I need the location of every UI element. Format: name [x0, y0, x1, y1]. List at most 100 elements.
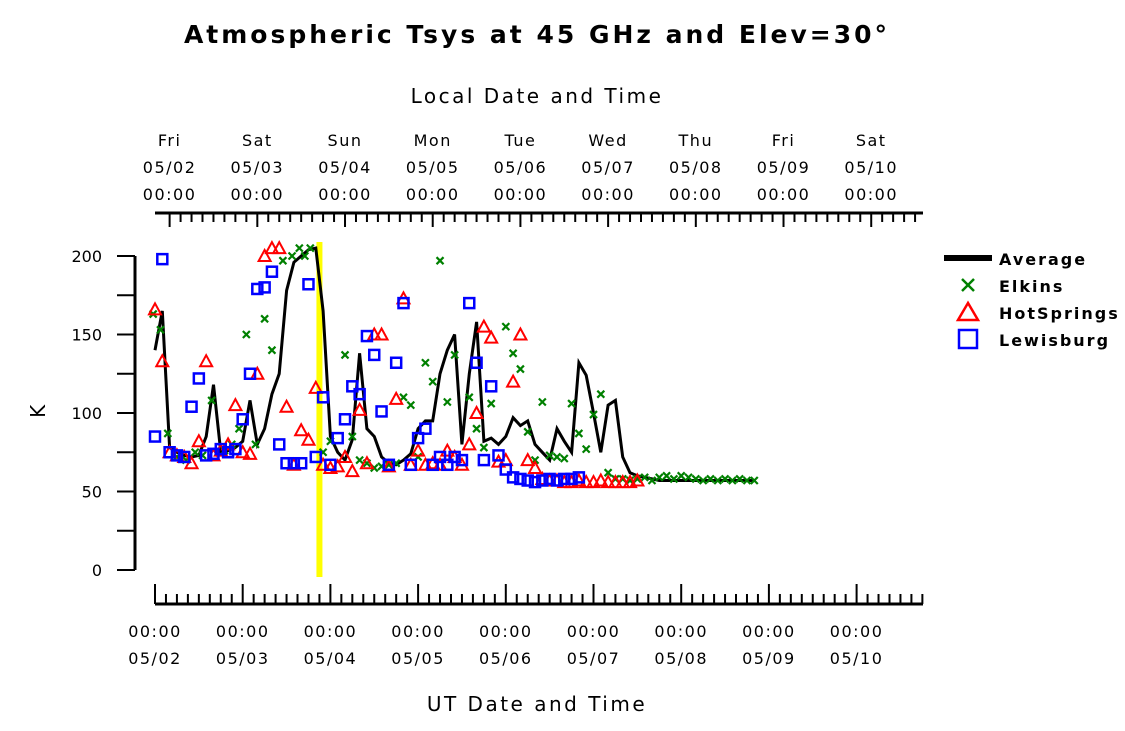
lewisburg-point [214, 442, 228, 456]
elkins-x-stroke [603, 468, 613, 477]
elkins-x-stroke [720, 474, 730, 484]
lewisburg-point [543, 472, 556, 486]
elkins-x-stroke [278, 256, 288, 265]
elkins-x-stroke [647, 476, 657, 485]
lewisburg-point [309, 450, 323, 464]
elkins-point [640, 473, 649, 482]
bottom-tick-date-label: 05/03 [216, 649, 270, 668]
top-tick-time-label: 00:00 [757, 185, 811, 204]
hotsprings-point [593, 472, 609, 487]
elkins-point [698, 476, 708, 485]
bottom-tick-time-label: 00:00 [391, 622, 445, 641]
elkins-point [421, 358, 430, 368]
elkins-point [742, 476, 752, 485]
hotsprings-point [293, 422, 309, 437]
elkins-x-stroke [589, 410, 598, 419]
top-tick-day-label: Fri [772, 131, 796, 150]
bottom-tick-date-label: 05/10 [830, 649, 884, 668]
top-tick-day-label: Thu [678, 131, 714, 150]
elkins-point [589, 410, 598, 419]
elkins-point [552, 452, 562, 462]
elkins-x-stroke [662, 471, 671, 481]
top-tick-time-label: 00:00 [494, 185, 548, 204]
elkins-x-stroke [640, 473, 649, 482]
elkins-point [340, 350, 350, 360]
lewisburg-point [229, 442, 242, 456]
elkins-x-stroke [435, 256, 445, 265]
lewisburg-point [426, 458, 439, 472]
lewisburg-point [170, 449, 184, 462]
elkins-point [348, 432, 357, 441]
lewisburg-point [302, 278, 315, 291]
top-tick-time-label: 00:00 [143, 185, 197, 204]
top-tick-date-label: 05/04 [318, 158, 372, 177]
top-tick-date-label: 05/06 [494, 158, 548, 177]
elkins-x-stroke [348, 432, 357, 441]
elkins-x-stroke [654, 473, 664, 482]
top-axis-title: Local Date and Time [411, 84, 664, 108]
hotsprings-point [147, 301, 163, 316]
chart-title: Atmospheric Tsys at 45 GHz and Elev=30° [184, 20, 890, 49]
hotsprings-point [461, 436, 477, 451]
hotsprings-point [600, 473, 616, 489]
lewisburg-point [521, 474, 534, 487]
elkins-x-stroke [508, 349, 518, 358]
bottom-tick-time-label: 00:00 [654, 622, 708, 641]
hotsprings-point [468, 404, 485, 419]
elkins-x-stroke [399, 393, 408, 402]
y-tick-label: 200 [71, 247, 102, 266]
elkins-x-stroke [207, 396, 216, 405]
hotsprings-point [373, 326, 390, 341]
elkins-point [713, 476, 723, 485]
elkins-x-stroke [295, 243, 304, 253]
hotsprings-point [520, 452, 536, 467]
elkins-x-stroke [260, 314, 269, 324]
bottom-tick-date-label: 05/04 [304, 649, 358, 668]
hotsprings-point [359, 455, 375, 470]
elkins-point [508, 349, 518, 358]
elkins-point [163, 429, 173, 438]
elkins-x-stroke [406, 400, 416, 410]
bottom-tick-date-label: 05/06 [479, 649, 533, 668]
elkins-x-stroke [691, 474, 701, 484]
elkins-x-stroke [567, 399, 576, 408]
hotsprings-point [483, 329, 499, 344]
elkins-x-stroke [163, 429, 173, 438]
lewisburg-series [148, 252, 586, 489]
lewisburg-point [499, 463, 513, 476]
top-tick-time-label: 00:00 [406, 185, 460, 204]
elkins-x-stroke [267, 345, 277, 355]
legend-lewisburg-label: Lewisburg [999, 331, 1110, 350]
elkins-point [581, 444, 591, 454]
bottom-tick-time-label: 00:00 [216, 622, 270, 641]
lewisburg-point [470, 356, 483, 370]
bottom-tick-time-label: 00:00 [479, 622, 533, 641]
elkins-point [669, 474, 679, 484]
hotsprings-point [191, 433, 207, 448]
top-tick-date-label: 05/03 [231, 158, 285, 177]
top-tick-day-label: Wed [588, 131, 627, 150]
elkins-x-stroke [421, 358, 430, 368]
top-tick-time-label: 00:00 [669, 185, 723, 204]
hotsprings-point [154, 353, 170, 368]
lewisburg-point [558, 472, 571, 486]
average-series-line [153, 246, 755, 482]
elkins-x-stroke [479, 443, 489, 452]
lewisburg-point [441, 458, 454, 472]
elkins-point [406, 400, 416, 410]
elkins-x-stroke [464, 393, 474, 402]
bottom-tick-time-label: 00:00 [128, 622, 182, 641]
bottom-tick-time-label: 00:00 [567, 622, 621, 641]
hotsprings-point [410, 442, 426, 457]
elkins-x-stroke [242, 330, 251, 339]
elkins-x-stroke [472, 424, 481, 433]
lewisburg-point [192, 372, 206, 385]
top-tick-time-label: 00:00 [231, 185, 285, 204]
lewisburg-point [528, 475, 542, 489]
elkins-point [472, 424, 481, 433]
top-tick-time-label: 00:00 [581, 185, 635, 204]
lewisburg-point [265, 265, 279, 278]
lewisburg-point [338, 413, 352, 426]
lewisburg-point [382, 458, 396, 472]
elkins-point [287, 251, 297, 261]
